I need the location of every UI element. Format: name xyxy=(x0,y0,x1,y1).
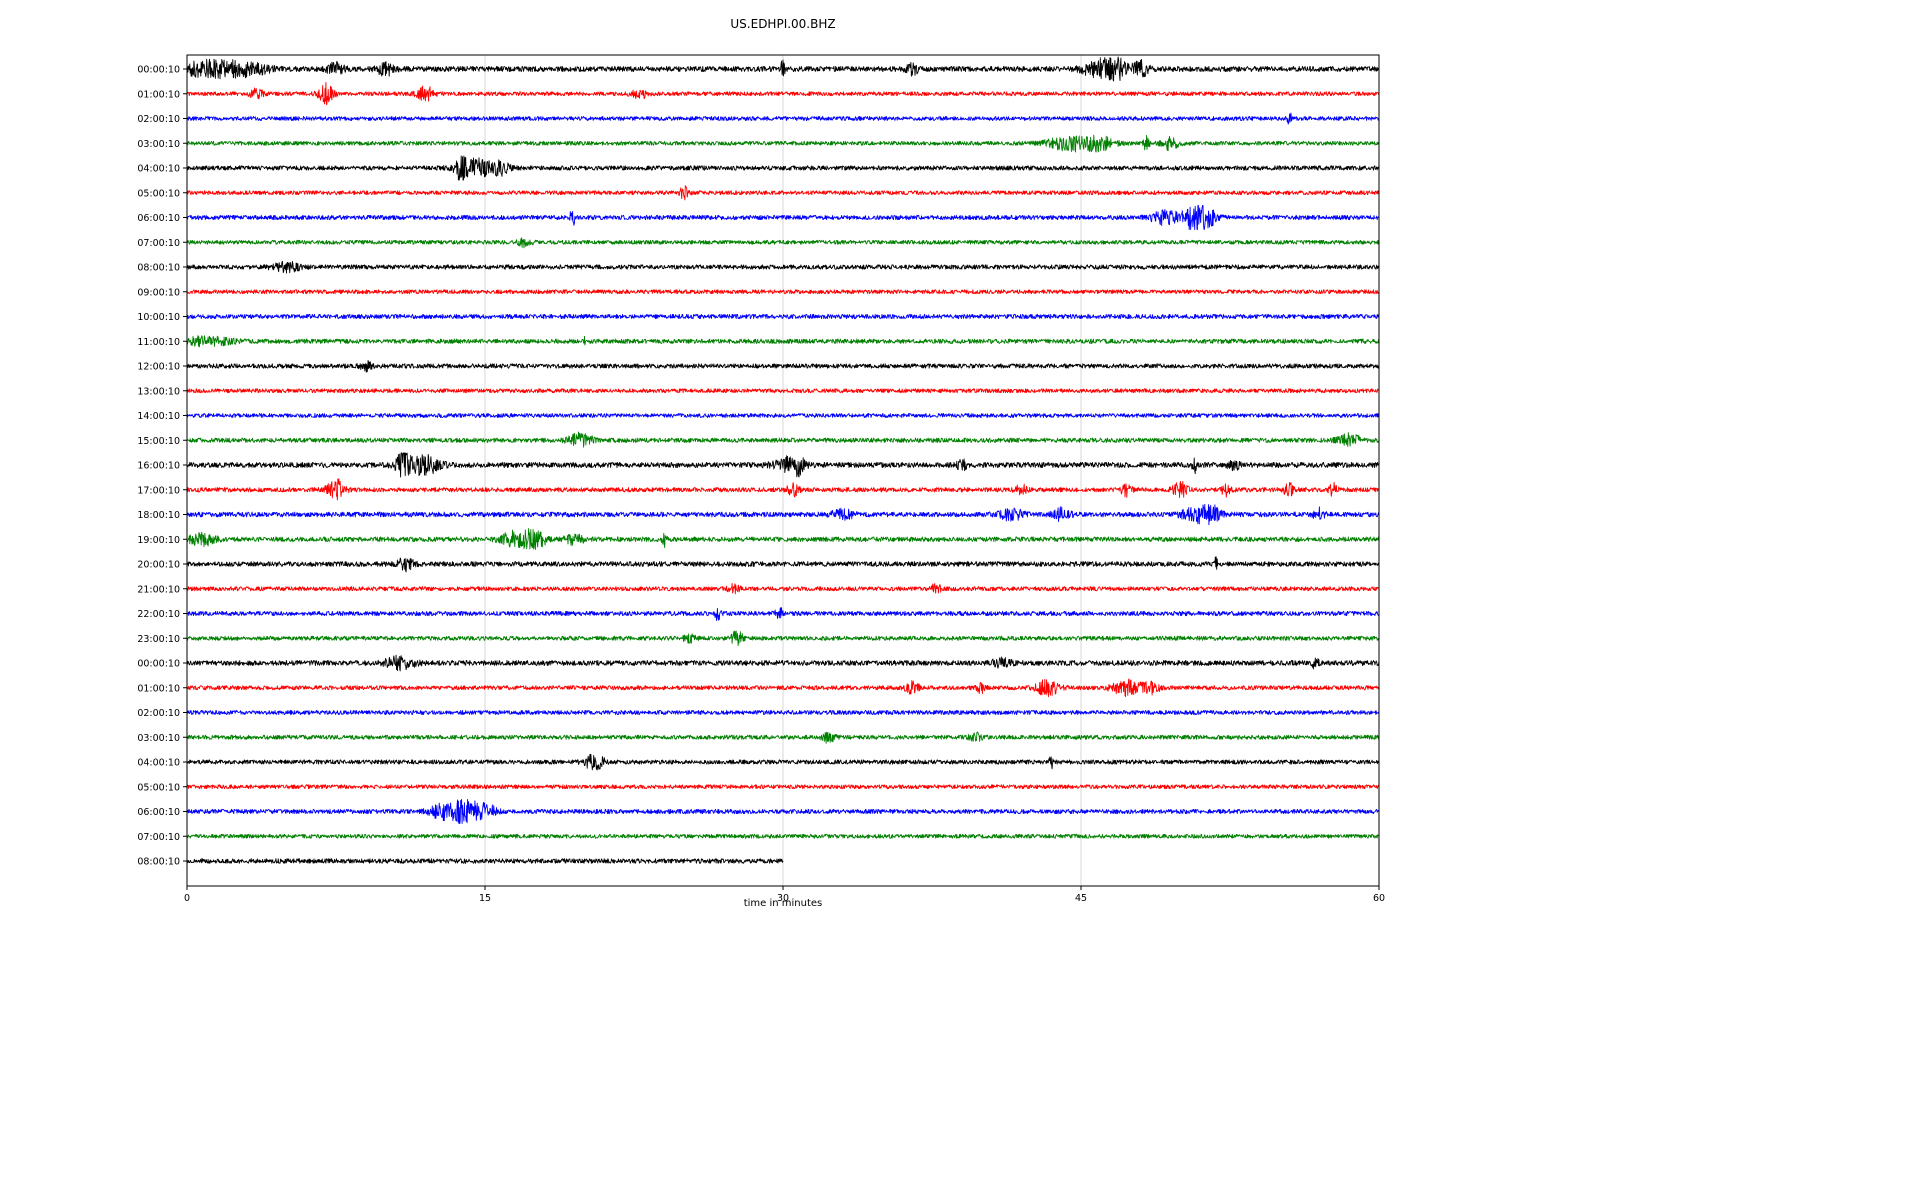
x-tick-label: 0 xyxy=(184,893,190,904)
trace-row-24 xyxy=(186,654,1380,672)
trace-row-8 xyxy=(186,260,1380,274)
trace-row-2 xyxy=(186,112,1380,125)
x-tick-label: 60 xyxy=(1373,893,1385,904)
trace-row-28 xyxy=(186,753,1380,771)
y-axis-label: 19:00:10 xyxy=(137,535,180,546)
y-axis-label: 10:00:10 xyxy=(137,312,180,323)
trace-row-13 xyxy=(186,388,1380,394)
trace-row-26 xyxy=(186,709,1380,716)
y-axis-label: 17:00:10 xyxy=(137,485,180,496)
trace-row-15 xyxy=(186,431,1380,448)
x-tick-label: 15 xyxy=(479,893,491,904)
y-axis-label: 11:00:10 xyxy=(137,337,180,348)
y-axis-label: 05:00:10 xyxy=(137,782,180,793)
trace-row-20 xyxy=(186,556,1380,573)
y-axis-label: 01:00:10 xyxy=(137,89,180,100)
trace-row-9 xyxy=(186,289,1380,295)
y-axis-label: 03:00:10 xyxy=(137,733,180,744)
y-axis-label: 23:00:10 xyxy=(137,634,180,645)
trace-row-5 xyxy=(186,185,1380,201)
chart-title: US.EDHPI.00.BHZ xyxy=(730,17,836,31)
y-axis-label: 08:00:10 xyxy=(137,263,180,274)
y-axis-label: 09:00:10 xyxy=(137,287,180,298)
y-axis-label: 04:00:10 xyxy=(137,758,180,769)
trace-row-22 xyxy=(186,606,1379,621)
y-axis-label: 20:00:10 xyxy=(137,560,180,571)
y-axis-label: 03:00:10 xyxy=(137,139,180,150)
y-axis-label: 01:00:10 xyxy=(137,683,180,694)
y-axis-label: 21:00:10 xyxy=(137,584,180,595)
x-tick-label: 30 xyxy=(777,893,789,904)
y-axis-label: 02:00:10 xyxy=(137,708,180,719)
trace-row-11 xyxy=(186,335,1380,348)
y-axis-label: 07:00:10 xyxy=(137,832,180,843)
y-axis-label: 00:00:10 xyxy=(137,659,180,670)
trace-row-3 xyxy=(186,134,1380,153)
y-axis-label: 07:00:10 xyxy=(137,238,180,249)
trace-row-30 xyxy=(186,799,1380,824)
trace-row-21 xyxy=(186,583,1380,595)
y-axis-label: 16:00:10 xyxy=(137,461,180,472)
y-axis-label: 22:00:10 xyxy=(137,609,180,620)
trace-row-7 xyxy=(186,237,1380,249)
trace-row-4 xyxy=(186,155,1380,181)
y-axis-label: 05:00:10 xyxy=(137,188,180,199)
trace-row-18 xyxy=(186,503,1380,526)
y-axis-label: 12:00:10 xyxy=(137,362,180,373)
y-axis-label: 06:00:10 xyxy=(137,807,180,818)
y-axis-label: 02:00:10 xyxy=(137,114,180,125)
y-axis-label: 18:00:10 xyxy=(137,510,180,521)
trace-row-16 xyxy=(186,452,1380,478)
y-axis-label: 14:00:10 xyxy=(137,411,180,422)
y-axis-label: 04:00:10 xyxy=(137,164,180,175)
trace-row-25 xyxy=(186,678,1380,698)
trace-row-32 xyxy=(186,858,784,864)
trace-row-19 xyxy=(186,528,1380,550)
y-axis-label: 08:00:10 xyxy=(137,857,180,868)
trace-row-27 xyxy=(186,731,1380,744)
x-axis-label: time in minutes xyxy=(743,898,823,909)
trace-row-6 xyxy=(186,205,1380,230)
x-tick-label: 45 xyxy=(1075,893,1087,904)
y-axis-label: 15:00:10 xyxy=(137,436,180,447)
trace-row-14 xyxy=(186,413,1380,418)
trace-row-12 xyxy=(186,360,1380,373)
trace-row-31 xyxy=(186,833,1380,839)
trace-row-23 xyxy=(186,630,1380,647)
trace-row-1 xyxy=(186,81,1380,106)
y-axis-label: 06:00:10 xyxy=(137,213,180,224)
y-axis-label: 13:00:10 xyxy=(137,386,180,397)
y-axis-label: 00:00:10 xyxy=(137,65,180,76)
trace-row-17 xyxy=(186,478,1380,501)
trace-row-10 xyxy=(187,313,1380,320)
trace-row-29 xyxy=(186,784,1380,790)
trace-row-0 xyxy=(186,56,1380,82)
